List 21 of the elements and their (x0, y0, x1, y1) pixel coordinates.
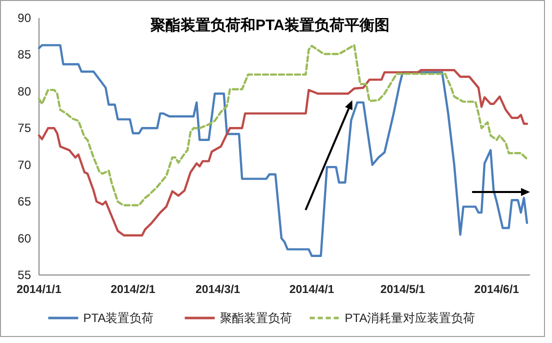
x-tick-label: 2014/3/1 (195, 284, 241, 296)
y-tick-label: 90 (18, 11, 32, 25)
y-tick-label: 55 (18, 268, 32, 282)
legend-label: 聚酯装置负荷 (220, 311, 292, 326)
x-tick-label: 2014/2/1 (110, 284, 156, 296)
x-tick-label: 2014/6/1 (474, 284, 520, 296)
x-tick-label: 2014/5/1 (380, 284, 426, 296)
y-tick-label: 85 (18, 48, 32, 62)
x-tick-label: 2014/4/1 (289, 284, 335, 296)
legend-label: PTA消耗量对应装置负荷 (344, 311, 476, 326)
chart-title: 聚酯装置负荷和PTA装置负荷平衡图 (150, 17, 390, 34)
legend-label: PTA装置负荷 (83, 311, 154, 326)
y-tick-label: 65 (18, 194, 32, 209)
line-series (38, 69, 528, 236)
y-tick-label: 80 (18, 84, 32, 98)
y-tick-label: 60 (18, 231, 32, 246)
x-tick-label: 2014/1/1 (16, 284, 62, 296)
line-series (38, 44, 528, 258)
y-tick-label: 75 (18, 121, 32, 136)
y-tick-label: 70 (18, 158, 32, 172)
line-series (38, 44, 528, 206)
